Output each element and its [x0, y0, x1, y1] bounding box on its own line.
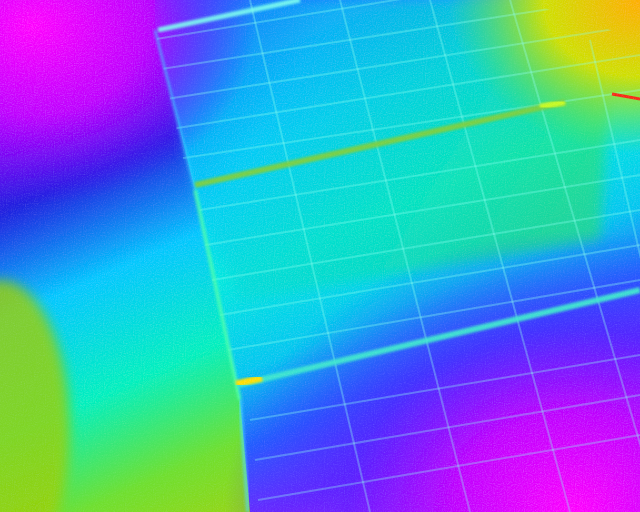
panel-frame-left-bottom — [238, 399, 250, 512]
grid-line — [227, 279, 640, 351]
grid-line — [150, 0, 640, 41]
glow-bottom-left — [0, 280, 70, 512]
hotspot-streak — [611, 92, 640, 101]
grid-line — [159, 24, 640, 101]
mounting-rail-lower — [237, 287, 640, 388]
grid-line — [204, 174, 640, 246]
grid-line — [257, 434, 640, 501]
grid-line — [199, 139, 640, 211]
grid-line — [589, 39, 640, 512]
grid-line — [429, 0, 571, 512]
grid-line — [164, 54, 640, 131]
grid-line — [254, 394, 640, 461]
mounting-rail-upper — [194, 99, 566, 188]
rail-lower-end-highlight — [235, 374, 263, 388]
rail-upper-end-highlight — [539, 99, 566, 110]
grid-line — [249, 0, 371, 512]
panel-frame-top-edge — [157, 0, 301, 33]
panel-frame-left-upper — [153, 29, 197, 191]
panel-frame-left-lower — [193, 189, 242, 401]
grid-line — [509, 0, 640, 512]
grid-line — [339, 0, 471, 512]
grid-line — [219, 244, 640, 316]
grid-line — [249, 354, 640, 421]
grid-line — [211, 209, 640, 281]
